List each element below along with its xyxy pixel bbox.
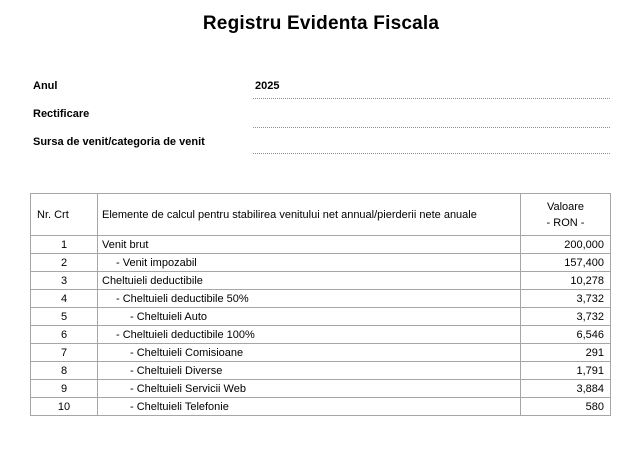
row-label: - Cheltuieli Comisioane: [97, 343, 521, 362]
row-label: - Cheltuieli deductibile 100%: [97, 325, 521, 344]
row-value: 580: [520, 397, 611, 416]
row-value: 6,546: [520, 325, 611, 344]
row-label: Cheltuieli deductibile: [97, 271, 521, 290]
row-value: 157,400: [520, 253, 611, 272]
row-number: 8: [30, 361, 98, 380]
row-number: 1: [30, 235, 98, 254]
row-value: 3,732: [520, 289, 611, 308]
row-number: 4: [30, 289, 98, 308]
row-label: - Cheltuieli Telefonie: [97, 397, 521, 416]
field-input-sursa-venit[interactable]: [253, 135, 610, 154]
page-title: Registru Evidenta Fiscala: [202, 13, 440, 34]
table-row: 4 - Cheltuieli deductibile 50% 3,732: [30, 289, 611, 308]
header-valoare-line1: Valoare: [546, 200, 585, 213]
row-label: Venit brut: [97, 235, 521, 254]
table-row: 5 - Cheltuieli Auto 3,732: [30, 307, 611, 326]
table-row: 7 - Cheltuieli Comisioane 291: [30, 343, 611, 362]
field-input-anul[interactable]: 2025: [253, 80, 610, 99]
row-number: 3: [30, 271, 98, 290]
row-number: 9: [30, 379, 98, 398]
row-number: 2: [30, 253, 98, 272]
row-value: 1,791: [520, 361, 611, 380]
row-label: - Cheltuieli deductibile 50%: [97, 289, 521, 308]
table-row: 10 - Cheltuieli Telefonie 580: [30, 397, 611, 416]
row-label: - Cheltuieli Servicii Web: [97, 379, 521, 398]
fiscal-register-table: Nr. Crt Elemente de calcul pentru stabil…: [30, 193, 611, 416]
table-row: 3 Cheltuieli deductibile 10,278: [30, 271, 611, 290]
row-value: 10,278: [520, 271, 611, 290]
table-row: 2 - Venit impozabil 157,400: [30, 253, 611, 272]
header-valoare: Valoare - RON -: [520, 193, 611, 236]
field-input-rectificare[interactable]: [253, 109, 610, 128]
row-number: 6: [30, 325, 98, 344]
header-nr-crt: Nr. Crt: [30, 193, 98, 236]
row-label: - Cheltuieli Auto: [97, 307, 521, 326]
row-label: - Venit impozabil: [97, 253, 521, 272]
table-header-row: Nr. Crt Elemente de calcul pentru stabil…: [30, 193, 611, 236]
header-valoare-line2: - RON -: [546, 216, 585, 229]
table-row: 9 - Cheltuieli Servicii Web 3,884: [30, 379, 611, 398]
field-label-rectificare: Rectificare: [33, 108, 90, 120]
row-value: 291: [520, 343, 611, 362]
row-number: 5: [30, 307, 98, 326]
row-label: - Cheltuieli Diverse: [97, 361, 521, 380]
row-value: 3,732: [520, 307, 611, 326]
row-number: 10: [30, 397, 98, 416]
row-value: 3,884: [520, 379, 611, 398]
row-number: 7: [30, 343, 98, 362]
field-label-sursa-venit: Sursa de venit/categoria de venit: [33, 136, 205, 148]
table-row: 6 - Cheltuieli deductibile 100% 6,546: [30, 325, 611, 344]
header-elements: Elemente de calcul pentru stabilirea ven…: [97, 193, 521, 236]
table-row: 1 Venit brut 200,000: [30, 235, 611, 254]
field-label-anul: Anul: [33, 80, 58, 92]
row-value: 200,000: [520, 235, 611, 254]
table-row: 8 - Cheltuieli Diverse 1,791: [30, 361, 611, 380]
